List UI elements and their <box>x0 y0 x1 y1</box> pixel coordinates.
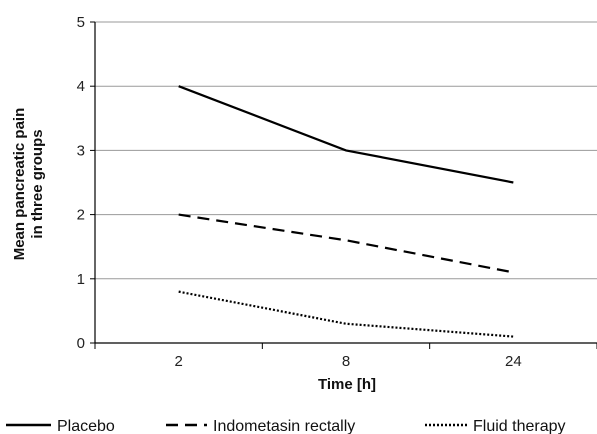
series-line-placebo <box>178 85 514 184</box>
y-axis-title-line-2: in three groups <box>29 129 46 238</box>
axes <box>90 21 597 349</box>
legend-label-fluid-therapy: Fluid therapy <box>473 418 566 434</box>
series-line-indometasin-rectally <box>178 213 514 274</box>
y-tick-labels: 0 1 2 3 4 5 <box>77 14 85 352</box>
series-lines <box>178 85 514 338</box>
series-line-fluid-therapy <box>178 290 514 338</box>
legend-label-placebo: Placebo <box>57 418 115 434</box>
legend-label-indometasin: Indometasin rectally <box>213 418 355 434</box>
x-tick-label-2: 2 <box>174 353 182 370</box>
y-axis-title-line-1: Mean pancreatic pain <box>11 108 28 261</box>
y-tick-label-2: 2 <box>77 207 85 224</box>
legend: Placebo Indometasin rectally Fluid thera… <box>6 418 566 434</box>
x-tick-label-8: 8 <box>342 353 350 370</box>
y-tick-label-3: 3 <box>77 142 85 159</box>
x-tick-label-24: 24 <box>505 353 522 370</box>
y-tick-label-5: 5 <box>77 14 85 31</box>
y-axis-title: Mean pancreatic pain in three groups <box>11 108 46 261</box>
y-tick-label-1: 1 <box>77 271 85 288</box>
x-tick-labels: 2 8 24 <box>174 353 521 370</box>
y-tick-label-0: 0 <box>77 335 85 352</box>
x-axis-title: Time [h] <box>318 376 376 393</box>
y-tick-label-4: 4 <box>77 78 85 95</box>
